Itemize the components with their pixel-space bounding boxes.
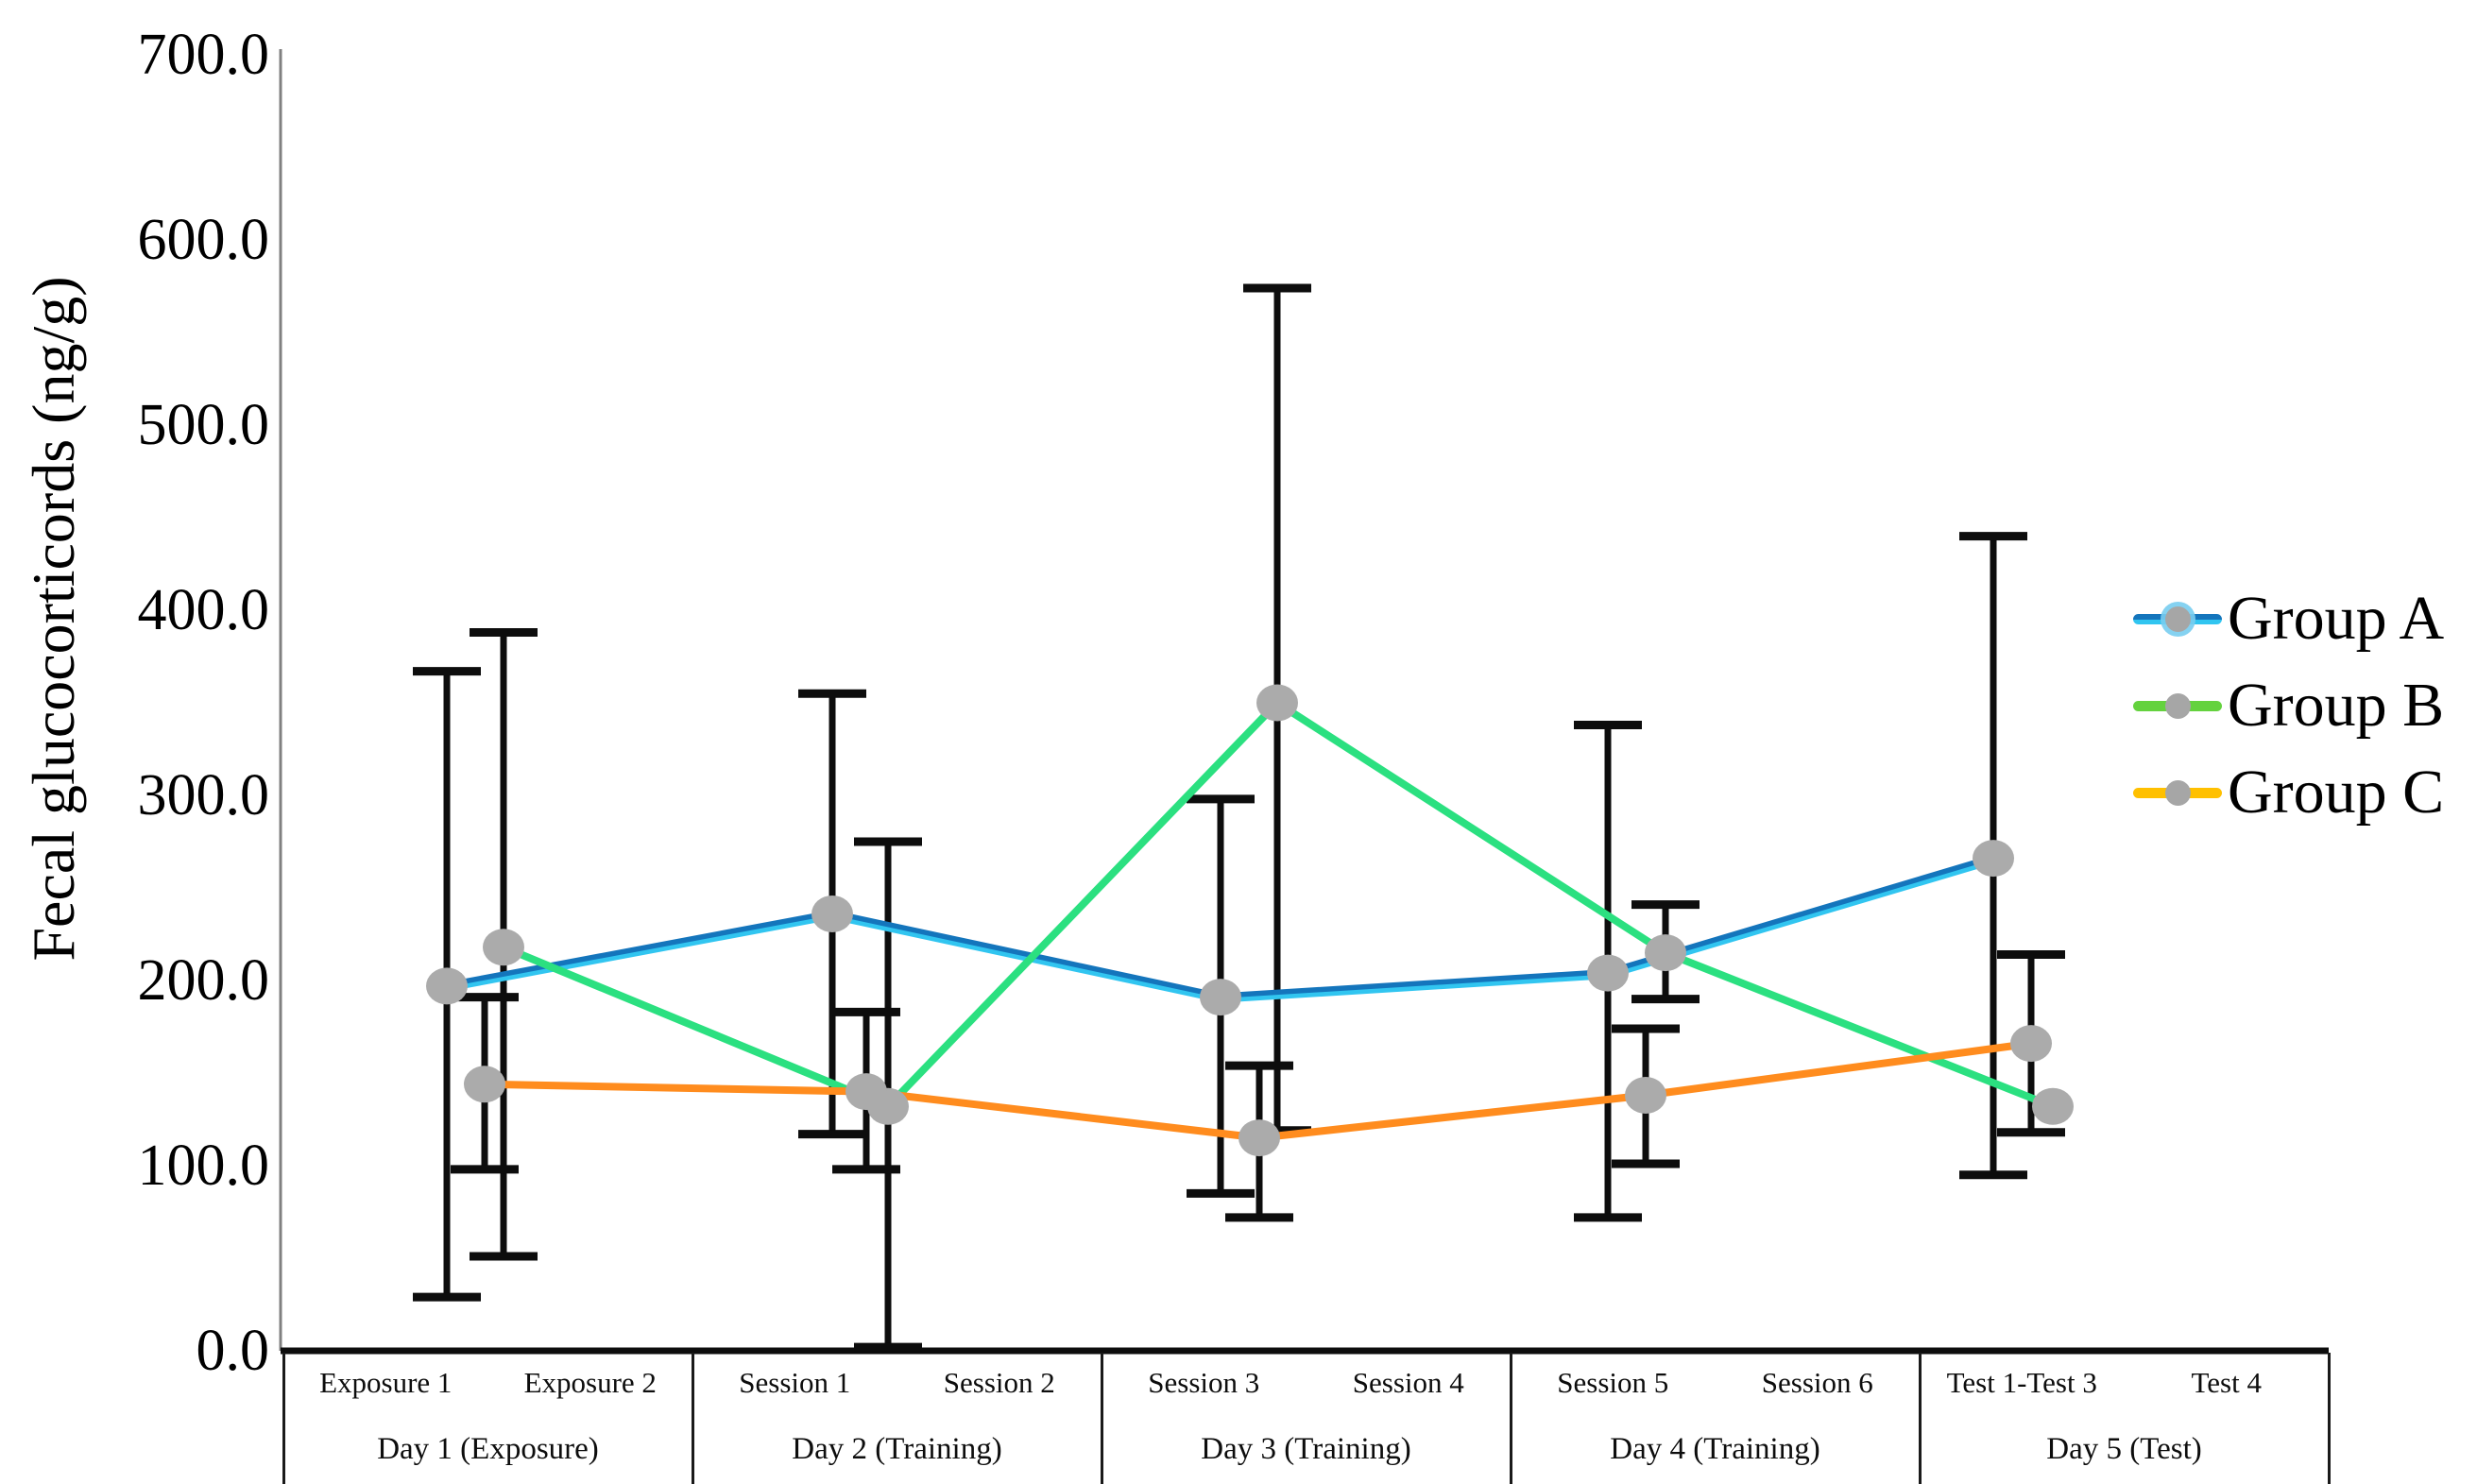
day-label: Day 5 (Test)	[2046, 1432, 2202, 1466]
group-a-marker	[811, 895, 853, 932]
session-label: Session 1	[739, 1366, 851, 1399]
session-label: Exposure 1	[319, 1366, 453, 1399]
group-c-marker	[1625, 1077, 1666, 1115]
legend-label-group-c: Group C	[2228, 758, 2445, 827]
group-b-line-marker-icon	[2133, 674, 2222, 737]
legend: Group A Group B Group C	[2133, 584, 2444, 848]
day-cell-divider	[282, 1353, 285, 1484]
y-tick-label: 100.0	[137, 1134, 270, 1198]
group-b-marker	[1645, 934, 1686, 972]
y-tick-label: 300.0	[137, 763, 270, 827]
group-c-marker	[2010, 1025, 2052, 1063]
y-tick-label: 200.0	[137, 948, 270, 1013]
session-label: Test 4	[2191, 1366, 2262, 1399]
group-c-marker	[846, 1073, 887, 1111]
legend-item-group-a: Group A	[2133, 584, 2444, 653]
y-tick-label: 600.0	[137, 208, 270, 272]
group-c-marker	[1238, 1119, 1280, 1157]
day-cell-divider	[2327, 1353, 2331, 1484]
day-cell-divider	[1918, 1353, 1922, 1484]
session-label: Session 4	[1352, 1366, 1464, 1399]
group-a-marker	[426, 967, 468, 1005]
day-cell-divider	[1509, 1353, 1512, 1484]
group-b-marker	[2032, 1087, 2074, 1125]
y-tick-label: 700.0	[137, 23, 270, 87]
legend-label-group-b: Group B	[2228, 671, 2445, 740]
day-cell-divider	[1100, 1353, 1103, 1484]
session-label: Session 3	[1148, 1366, 1260, 1399]
legend-label-group-a: Group A	[2228, 584, 2445, 653]
day-label: Day 2 (Training)	[792, 1432, 1002, 1466]
group-b-marker	[1256, 684, 1298, 722]
legend-item-group-b: Group B	[2133, 671, 2444, 740]
group-c-line-marker-icon	[2133, 761, 2222, 824]
session-label: Session 5	[1557, 1366, 1669, 1399]
legend-item-group-c: Group C	[2133, 758, 2444, 827]
group-a-marker	[1200, 979, 1241, 1016]
session-label: Session 2	[943, 1366, 1055, 1399]
day-label: Day 4 (Training)	[1610, 1432, 1820, 1466]
y-tick-label: 0.0	[196, 1319, 270, 1383]
day-label: Day 3 (Training)	[1201, 1432, 1411, 1466]
group-a-line-marker-icon	[2133, 588, 2222, 650]
group-a-marker	[1973, 840, 2014, 878]
group-b-marker	[483, 929, 524, 966]
y-tick-label: 500.0	[137, 393, 270, 457]
day-cell-divider	[691, 1353, 694, 1484]
group-a-marker	[1587, 954, 1629, 992]
y-tick-label: 400.0	[137, 578, 270, 642]
session-label: Test 1-Test 3	[1946, 1366, 2097, 1399]
group-c-marker	[464, 1066, 505, 1103]
day-label: Day 1 (Exposure)	[377, 1432, 599, 1466]
session-label: Session 6	[1761, 1366, 1873, 1399]
session-label: Exposure 2	[523, 1366, 657, 1399]
